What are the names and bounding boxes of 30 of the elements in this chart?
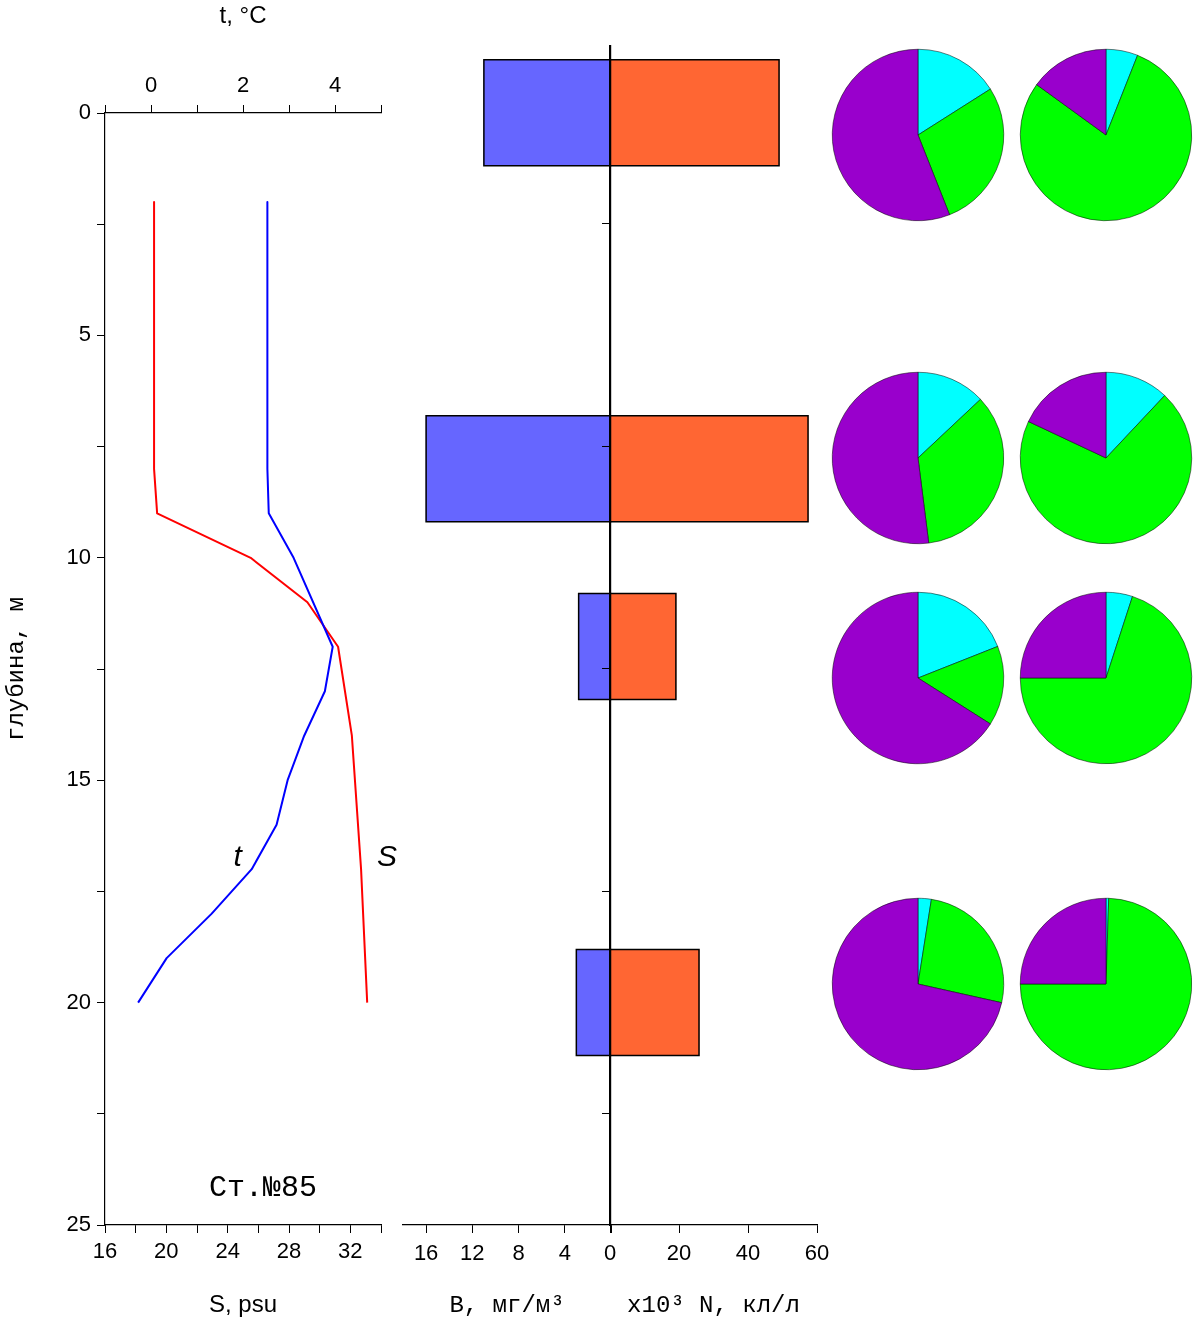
x-tick-label: 0 [603,1240,617,1266]
x2-tick-label: 4 [328,71,342,97]
x-axis-title: x10³ N, кл/л [627,1291,800,1319]
y-tick-label: 25 [66,1211,91,1237]
x2-axis-title: t, °C [219,1,267,29]
annotation: Ст.№85 [208,1170,318,1205]
x-tick-label: 4 [558,1240,571,1266]
series-label: S [377,838,398,872]
x-tick-label: 24 [215,1238,240,1264]
x-tick-label: 8 [512,1240,525,1266]
x-tick-label: 20 [666,1240,692,1266]
series-label: t [233,838,244,872]
y-tick-label: 0 [78,99,91,125]
x-tick-label: 16 [413,1240,439,1266]
y-tick-label: 20 [66,988,91,1014]
x-tick-label: 40 [735,1240,761,1266]
y-axis-title: глубина, м [2,596,30,742]
y-tick-label: 15 [66,766,91,792]
x-tick-label: 60 [804,1240,830,1266]
x-tick-label: 20 [154,1238,179,1264]
x-tick-label: 16 [92,1238,118,1264]
x-tick-label: 28 [276,1238,302,1264]
y-tick-label: 10 [66,543,91,569]
x-axis-title: В, мг/м³ [449,1291,565,1319]
x-tick-label: 12 [460,1240,485,1266]
x2-tick-label: 0 [144,71,158,97]
x-axis-title: S, psu [208,1290,278,1318]
x-tick-label: 32 [338,1238,363,1264]
y-tick-label: 5 [78,321,91,347]
x2-tick-label: 2 [236,71,250,97]
